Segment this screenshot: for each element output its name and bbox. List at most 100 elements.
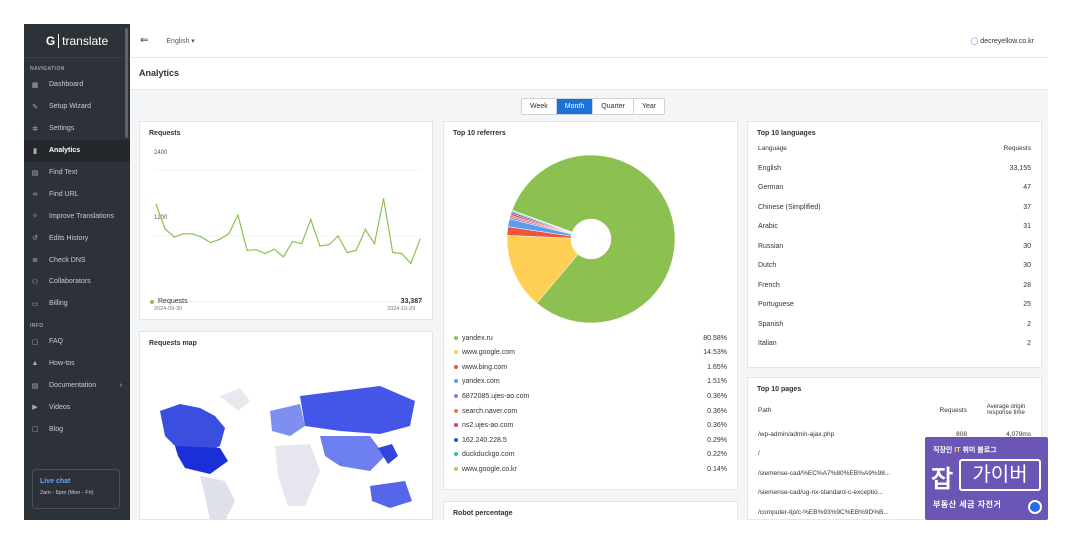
period-quarter[interactable]: Quarter: [593, 99, 634, 114]
sidebar-item-analytics[interactable]: ▮ Analytics: [24, 139, 130, 162]
referrer-pct: 1.51%: [707, 378, 727, 386]
requests-line-chart: 2400 1200 2024-09-30 2024-10-29: [154, 150, 422, 312]
period-selector: Week Month Quarter Year: [521, 98, 666, 115]
legend-dot: [150, 299, 154, 304]
language-name: Russian: [758, 242, 784, 250]
history-icon: ↺: [32, 235, 38, 243]
live-chat-hours: 2am - 6pm (Mon - Fri): [40, 490, 94, 496]
referrer-name: ns2.ujes-ao.com: [462, 422, 514, 430]
period-year[interactable]: Year: [641, 103, 657, 110]
language-name: Portuguese: [758, 301, 794, 308]
chat-bubble-icon[interactable]: [1028, 500, 1042, 514]
languages-card: Top 10 languages Language Requests Englis…: [747, 121, 1042, 368]
requests-point: [291, 240, 294, 243]
sidebar-item-dashboard[interactable]: ▦ Dashboard: [24, 74, 130, 96]
ad-box-text: 가이버: [959, 459, 1041, 491]
collapse-menu-icon[interactable]: ⇐: [140, 35, 149, 46]
legend-dot: [454, 423, 458, 428]
referrer-name: 6872085.ujes-ao.com: [462, 392, 530, 400]
languages-title: Top 10 languages: [757, 130, 816, 137]
sidebar-item-label: Check DNS: [49, 256, 86, 264]
requests-point: [382, 198, 385, 200]
period-week[interactable]: Week: [522, 99, 557, 114]
sidebar-item-videos[interactable]: ▶ Videos: [24, 396, 130, 418]
page-requests: 808: [956, 430, 967, 438]
sidebar-item-billing[interactable]: ▭ Billing: [24, 293, 130, 315]
sidebar-item-check-dns[interactable]: ≣ Check DNS: [24, 249, 130, 271]
legend-dot: [454, 393, 458, 398]
blog-icon: ▢: [31, 426, 39, 434]
legend-dot: [454, 364, 458, 369]
referrer-pct: 0.36%: [707, 392, 727, 400]
sidebar-item-collaborators[interactable]: ⚇ Collaborators: [24, 271, 130, 293]
video-icon: ▶: [32, 404, 38, 412]
sidebar-item-settings[interactable]: ✲ Settings: [24, 118, 130, 140]
language-name: Italian: [758, 340, 777, 347]
magic-icon: ✧: [32, 213, 38, 221]
requests-point: [364, 228, 366, 230]
language-selector[interactable]: English ▾: [166, 37, 195, 45]
requests-point: [228, 233, 230, 235]
top-bar: ⇐ English ▾ ◯ decreyellow.co.kr: [130, 24, 1048, 58]
sidebar-item-edits-history[interactable]: ↺ Edits History: [24, 227, 130, 249]
sidebar-nav: ▦ Dashboard ✎ Setup Wizard ✲ Settings ▮ Analyti…: [24, 74, 130, 315]
requests-point: [200, 236, 203, 238]
language-requests: 2: [1027, 340, 1031, 347]
referrer-pct: 0.22%: [707, 451, 727, 459]
language-name: German: [758, 184, 784, 191]
referrer-name: yandex.com: [462, 378, 500, 386]
ad-banner[interactable]: 직장인 IT 취미 블로그 잡 가이버 부동산 세금 자전거: [925, 437, 1048, 520]
site-selector[interactable]: ◯ decreyellow.co.kr: [970, 37, 1034, 45]
map-russia: [300, 386, 415, 434]
sidebar-item-find-url[interactable]: ∞ Find URL: [24, 183, 130, 205]
live-chat-box[interactable]: Live chat 2am - 6pm (Mon - Fri): [32, 469, 120, 509]
language-name: Spanish: [758, 320, 784, 328]
requests-point: [282, 256, 285, 258]
referrer-pct: 0.36%: [707, 407, 727, 415]
requests-point: [355, 249, 357, 251]
referrer-pct: 0.29%: [707, 436, 727, 444]
period-month[interactable]: Month: [556, 99, 594, 114]
referrer-name: yandex.ru: [462, 334, 493, 342]
sidebar-item-label: Billing: [49, 300, 68, 308]
legend-dot: [454, 350, 458, 355]
chevron-right-icon: ›: [119, 382, 122, 390]
sidebar-item-blog[interactable]: ▢ Blog: [24, 418, 130, 440]
server-icon: ≣: [32, 257, 38, 265]
sidebar-scrollbar[interactable]: [125, 28, 128, 138]
page-path: /siemense-cad/ug-nx-standard-c-exceptio.…: [758, 489, 884, 497]
sidebar-item-label: Documentation: [49, 382, 97, 390]
referrer-pct: 80.58%: [703, 334, 727, 342]
sidebar-item-improve-translations[interactable]: ✧ Improve Translations: [24, 205, 130, 227]
requests-point: [264, 253, 266, 255]
map-usa: [175, 446, 228, 474]
map-greenland: [220, 388, 250, 411]
sidebar-item-how-tos[interactable]: ▲ How-tos: [24, 353, 130, 375]
referrers-pie-chart: [506, 154, 676, 324]
legend-dot: [454, 466, 458, 471]
referrer-name: www.bing.com: [462, 363, 508, 371]
requests-point: [410, 262, 412, 265]
requests-point: [182, 233, 184, 235]
requests-point: [219, 238, 221, 240]
language-name: Dutch: [758, 262, 777, 269]
sidebar-item-faq[interactable]: ▢ FAQ: [24, 331, 130, 353]
legend-dot: [454, 452, 458, 457]
sidebar-item-label: Collaborators: [49, 278, 91, 286]
page-path: /: [758, 450, 760, 458]
sidebar-item-setup-wizard[interactable]: ✎ Setup Wizard: [24, 96, 130, 118]
site-name: decreyellow.co.kr: [980, 37, 1034, 45]
world-map[interactable]: [140, 356, 434, 520]
link-icon: ∞: [32, 190, 38, 198]
requests-legend[interactable]: Requests: [150, 298, 188, 305]
requests-point: [310, 218, 312, 221]
requests-point: [328, 244, 330, 246]
referrers-card: Top 10 referrers yandex.ru 80.58% www.goog…: [443, 121, 738, 490]
sidebar-item-find-text[interactable]: ▤ Find Text: [24, 162, 130, 184]
gear-icon: ✲: [32, 125, 38, 133]
sidebar-item-documentation[interactable]: ▤ Documentation ›: [24, 375, 130, 397]
pie-slice-www-google-com: [506, 235, 579, 304]
referrer-pct: 1.65%: [707, 363, 727, 371]
sidebar-item-label: Settings: [49, 125, 75, 133]
